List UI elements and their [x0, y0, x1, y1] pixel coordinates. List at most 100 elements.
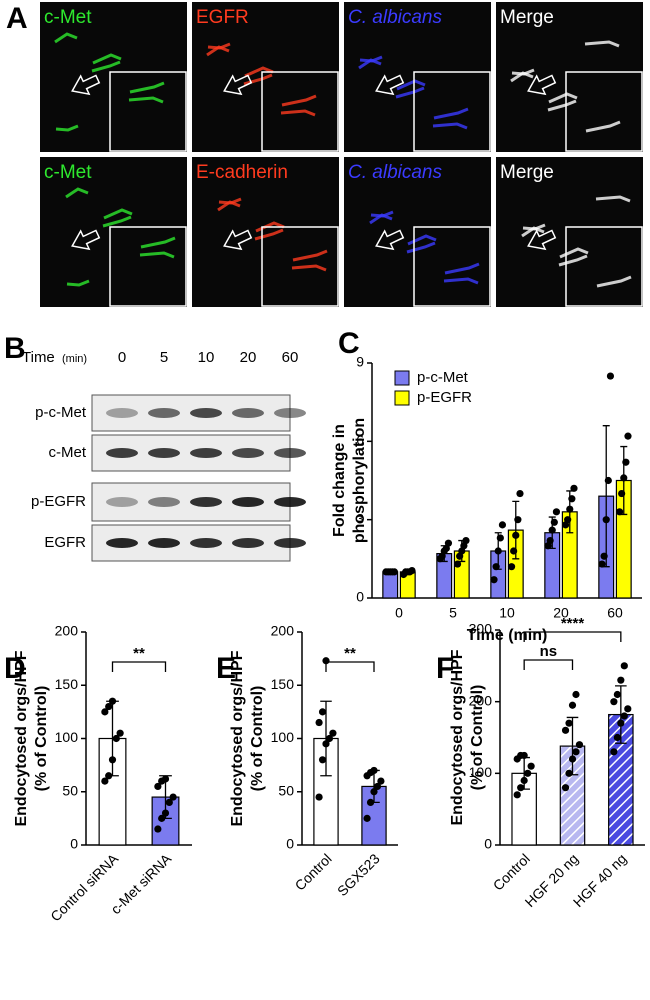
hypha	[585, 120, 621, 133]
hypha	[558, 254, 588, 267]
blot-band	[274, 448, 306, 458]
data-point	[520, 751, 528, 760]
data-point	[610, 748, 618, 756]
blot-band	[106, 497, 138, 507]
data-point	[548, 526, 556, 534]
data-point	[568, 755, 577, 763]
image-label: Merge	[500, 7, 554, 28]
data-point	[510, 547, 518, 555]
significance-bracket	[325, 661, 375, 672]
data-point	[101, 777, 109, 785]
y-tick-label: 3	[356, 510, 364, 526]
blot-band	[232, 448, 264, 458]
hypha	[443, 277, 479, 285]
y-axis-label: Endocytosed orgs/HPF	[449, 649, 466, 825]
panel-letter: C	[338, 327, 360, 360]
y-tick-label: 6	[356, 432, 364, 448]
data-point	[453, 560, 462, 568]
data-point	[444, 539, 453, 547]
data-point	[507, 563, 516, 571]
data-point	[561, 784, 570, 792]
legend-label: p-c-Met	[417, 369, 469, 386]
blot-band	[190, 408, 222, 418]
blot-band	[232, 408, 264, 418]
data-point	[105, 702, 113, 711]
inset-frame	[109, 226, 187, 307]
arrow	[527, 229, 557, 251]
y-axis-label: Endocytosed orgs/HPF	[229, 650, 246, 826]
hypha	[207, 42, 231, 50]
data-point	[565, 719, 573, 727]
hypha	[218, 197, 242, 205]
micrograph	[40, 2, 187, 152]
blot-row-label: p-EGFR	[31, 493, 86, 510]
y-tick-label: 100	[55, 729, 79, 745]
data-point	[565, 769, 573, 777]
data-point	[377, 777, 385, 785]
data-point	[370, 788, 378, 796]
inset-frame	[261, 71, 339, 152]
image-label: E-cadherin	[196, 162, 288, 183]
blot-band	[148, 448, 180, 458]
data-point	[315, 718, 323, 727]
y-tick-label: 50	[62, 782, 78, 798]
hypha	[102, 215, 132, 228]
y-tick-label: 0	[286, 836, 294, 852]
hypha	[280, 109, 316, 117]
hypha	[65, 187, 89, 199]
data-point	[496, 534, 504, 542]
hypha	[128, 96, 164, 104]
time-value: 0	[118, 349, 126, 366]
hypha	[396, 79, 426, 91]
hypha	[103, 208, 133, 220]
data-point	[570, 484, 578, 492]
blot-band	[190, 538, 222, 548]
data-point	[561, 726, 570, 734]
significance-label: **	[133, 645, 145, 662]
y-tick-label: 200	[469, 692, 493, 708]
data-point	[315, 793, 323, 801]
data-point	[606, 372, 615, 380]
time-value: 5	[160, 349, 168, 366]
hypha	[91, 60, 121, 73]
data-point	[620, 662, 628, 670]
data-point	[329, 729, 337, 737]
blot-row-label: c-Met	[49, 444, 87, 461]
arrow	[71, 74, 101, 96]
blot-band	[148, 408, 180, 418]
data-point	[408, 566, 416, 575]
y-tick-label: 200	[55, 623, 79, 639]
x-tick-label: 5	[449, 605, 457, 621]
data-point	[490, 576, 498, 584]
panel-letter: B	[4, 332, 26, 365]
data-point	[600, 552, 608, 560]
blot-band	[190, 497, 222, 507]
data-point	[158, 814, 166, 822]
data-point	[568, 495, 576, 503]
data-point	[161, 809, 170, 817]
data-point	[514, 516, 522, 524]
hypha	[92, 53, 122, 65]
y-axis-label: (% of Control)	[33, 686, 50, 792]
hypha	[281, 94, 317, 107]
data-point	[516, 489, 524, 498]
micrograph	[496, 2, 643, 152]
data-point	[613, 690, 621, 699]
data-point	[108, 697, 117, 705]
hypha	[244, 66, 274, 78]
data-point	[620, 474, 628, 482]
significance-bracket	[111, 661, 167, 672]
data-point	[618, 489, 626, 498]
x-tick-label: Control	[490, 850, 533, 893]
blot-band	[232, 538, 264, 548]
data-point	[622, 458, 630, 466]
data-point	[524, 769, 532, 777]
data-point	[116, 729, 124, 737]
image-label: C. albicans	[348, 162, 442, 183]
x-tick-label: 0	[395, 605, 403, 621]
time-value: 60	[282, 349, 299, 366]
hypha	[444, 262, 480, 275]
data-point	[169, 793, 177, 801]
data-point	[546, 536, 554, 545]
hypha	[129, 81, 165, 94]
